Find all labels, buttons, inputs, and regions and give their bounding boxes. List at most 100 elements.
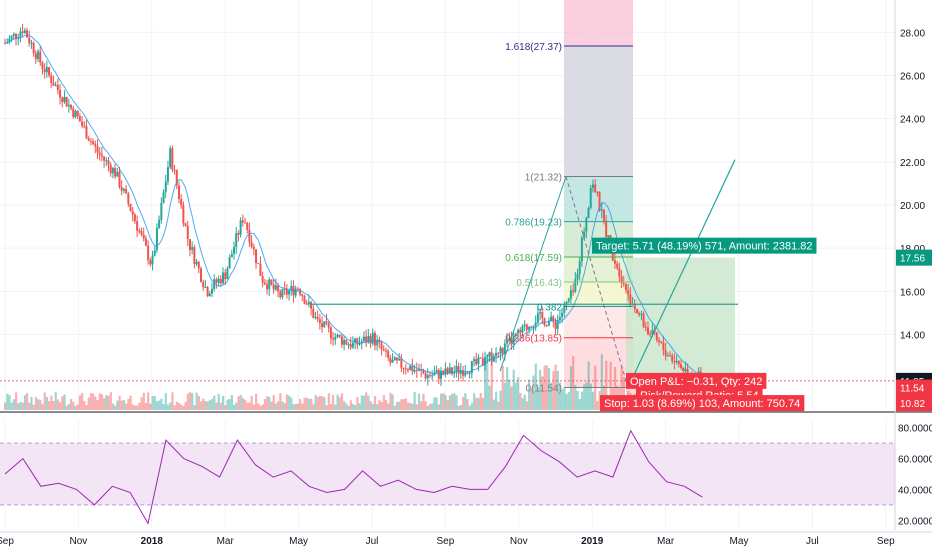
volume-bar [552, 371, 555, 410]
volume-bar [92, 393, 95, 410]
candle-body [122, 189, 125, 191]
volume-bar [133, 405, 137, 410]
volume-bar [393, 405, 396, 410]
candle-body [666, 355, 669, 357]
drawing-tools[interactable]: 1.618(27.37) 1(21.32) 0.786(19.23) 0.618(17… [0, 42, 895, 412]
candle-body [323, 321, 326, 328]
volume-bar [182, 405, 185, 410]
candle-body [591, 184, 594, 188]
volume-bar [400, 399, 403, 410]
candle-body [111, 167, 114, 174]
candle-body [244, 222, 247, 224]
candle-body [180, 199, 183, 206]
candle-body [235, 233, 238, 248]
volume-bar [325, 405, 328, 410]
candle-body [94, 144, 97, 147]
candle-body [54, 84, 57, 86]
candle-body [351, 342, 354, 348]
volume-bar [574, 385, 577, 410]
volume-bar [310, 398, 313, 410]
volume-bar [248, 402, 251, 410]
volume-bar [136, 405, 139, 410]
candle-body [312, 308, 315, 318]
volume-bar [512, 369, 515, 410]
volume-bar [321, 396, 324, 410]
candle-body [81, 121, 84, 126]
candle-body [565, 301, 568, 305]
candle-body [125, 189, 128, 194]
volume-bar [116, 400, 119, 410]
candle-body [380, 342, 383, 350]
candle-body [477, 357, 480, 365]
fib-level-label: 0.618(17.59) [505, 253, 562, 264]
volume-bar [556, 371, 559, 410]
candle-body [155, 228, 158, 251]
candle-body [307, 301, 310, 305]
volume-bar [519, 392, 522, 410]
candle-body [409, 365, 412, 371]
time-tick-label: Sep [0, 536, 14, 547]
volume-bar [45, 397, 49, 410]
candle-body [334, 337, 337, 340]
candle-body [78, 116, 81, 122]
volume-bar [521, 398, 524, 410]
candle-body [473, 359, 476, 362]
volume-bar [565, 394, 568, 410]
candle-body [226, 268, 229, 280]
candle-body [12, 33, 15, 36]
candle-body [83, 125, 86, 127]
candle-body [448, 367, 451, 374]
candle-body [466, 372, 469, 374]
volume-bar [532, 375, 535, 410]
candle-body [120, 187, 123, 191]
volume-bar [59, 402, 62, 410]
candle-body [162, 192, 165, 203]
candle-body [138, 230, 141, 232]
candle-body [39, 51, 42, 63]
candle-body [644, 326, 647, 328]
candle-body [41, 62, 44, 69]
price-tick-label: 26.00 [900, 72, 925, 83]
volume-bar [481, 398, 485, 410]
volume-bar [43, 392, 46, 410]
candle-body [680, 364, 683, 368]
volume-bar [195, 392, 198, 410]
volume-bar [367, 395, 370, 410]
volume-bar [486, 354, 489, 410]
candle-body [15, 33, 18, 39]
volume-bar [340, 393, 344, 410]
volume-bar [228, 399, 231, 410]
candle-body [321, 322, 324, 328]
candle-body [208, 293, 211, 297]
volume-bar [523, 394, 526, 410]
fib-trend-dashed [565, 176, 629, 388]
volume-bar [149, 403, 152, 410]
volume-bar [369, 401, 372, 410]
candle-body [316, 316, 319, 320]
volume-bar [34, 396, 38, 410]
candle-body [314, 316, 317, 318]
target-label: Target: 5.71 (48.19%) 571, Amount: 2381.… [596, 241, 812, 253]
volume-bar [354, 405, 357, 410]
volume-bar [431, 403, 434, 410]
volume-bar [72, 401, 75, 410]
candle-body [17, 37, 20, 39]
candle-body [393, 357, 396, 361]
candle-body [576, 273, 579, 280]
candle-body [395, 357, 398, 361]
volume-bar [534, 363, 537, 410]
volume-bar [497, 401, 500, 410]
volume-bar [501, 365, 504, 410]
volume-bar [78, 395, 82, 410]
volume-bar [589, 383, 592, 410]
volume-bar [583, 384, 586, 410]
volume-bar [87, 397, 90, 410]
candle-body [415, 369, 418, 371]
volume-bar [244, 399, 247, 410]
volume-bar [305, 397, 308, 410]
volume-bar [488, 385, 491, 410]
candle-body [424, 373, 427, 379]
volume-bar [153, 396, 156, 410]
candle-body [270, 279, 273, 285]
